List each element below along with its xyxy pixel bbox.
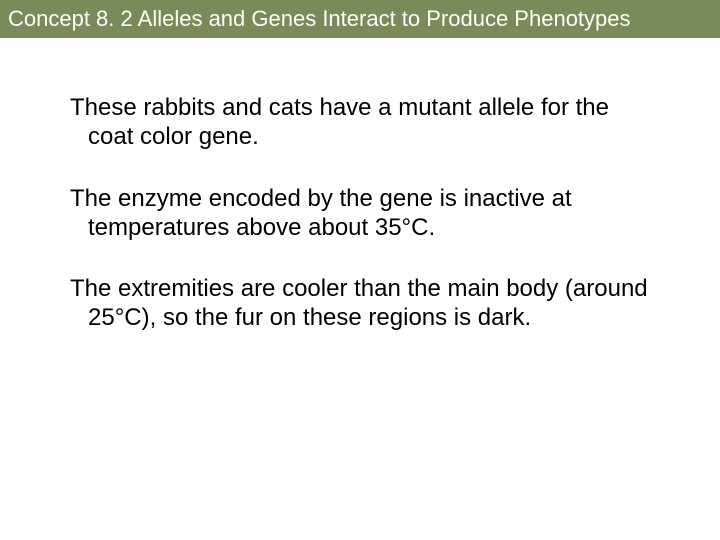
slide-header: Concept 8. 2 Alleles and Genes Interact … (0, 0, 720, 38)
paragraph-1: These rabbits and cats have a mutant all… (70, 93, 650, 152)
paragraph-2: The enzyme encoded by the gene is inacti… (70, 184, 650, 243)
paragraph-3: The extremities are cooler than the main… (70, 274, 650, 333)
slide-title: Concept 8. 2 Alleles and Genes Interact … (8, 6, 631, 31)
slide-body: These rabbits and cats have a mutant all… (0, 38, 720, 333)
